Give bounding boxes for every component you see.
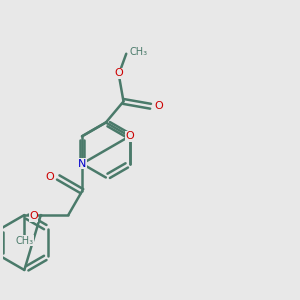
Text: O: O: [154, 101, 163, 111]
Text: O: O: [46, 172, 54, 182]
Text: CH₃: CH₃: [15, 236, 33, 246]
Text: O: O: [114, 68, 123, 78]
Text: O: O: [29, 211, 38, 221]
Text: CH₃: CH₃: [129, 47, 147, 57]
Text: N: N: [78, 159, 86, 169]
Text: O: O: [125, 131, 134, 141]
